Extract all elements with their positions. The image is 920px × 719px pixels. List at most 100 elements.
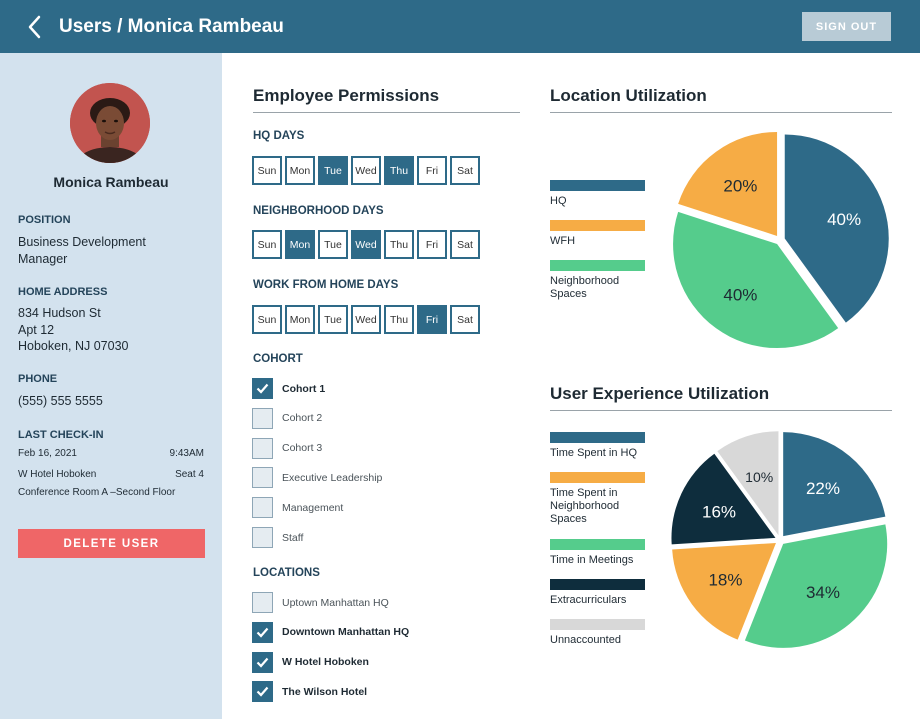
hq-day-sun-toggle[interactable]: Sun [252, 156, 282, 185]
cohort-checkbox-row[interactable]: Management [252, 497, 344, 519]
neighborhood-days-selector: Sun Mon Tue Wed Thu Fri Sat [252, 230, 480, 259]
checkin-time: 9:43AM [169, 448, 204, 459]
cohort-checkbox-row[interactable]: Staff [252, 527, 303, 548]
checkbox[interactable] [252, 467, 273, 489]
legend-swatch [550, 579, 645, 590]
location-checkbox-row[interactable]: Downtown Manhattan HQ [252, 621, 409, 643]
legend-swatch [550, 220, 645, 231]
legend-swatch [550, 472, 645, 483]
phone-label: PHONE [18, 373, 58, 385]
delete-user-button[interactable]: DELETE USER [18, 529, 205, 558]
legend-swatch [550, 260, 645, 271]
location-label: Uptown Manhattan HQ [282, 596, 389, 609]
neighborhood-day-thu-toggle[interactable]: Thu [384, 230, 414, 259]
wfh-day-tue-toggle[interactable]: Tue [318, 305, 348, 334]
hq-day-fri-toggle[interactable]: Fri [417, 156, 447, 185]
cohort-checkbox-row[interactable]: Executive Leadership [252, 467, 383, 489]
cohort-checkbox-row[interactable]: Cohort 2 [252, 407, 322, 429]
checkbox[interactable] [252, 681, 273, 703]
location-checkbox-row[interactable]: W Hotel Hoboken [252, 651, 369, 673]
cohort-label: COHORT [253, 353, 303, 365]
hq-day-thu-toggle[interactable]: Thu [384, 156, 414, 185]
neighborhood-day-wed-toggle[interactable]: Wed [351, 230, 381, 259]
last-checkin-label: LAST CHECK-IN [18, 429, 104, 441]
wfh-day-thu-toggle[interactable]: Thu [384, 305, 414, 334]
checkbox[interactable] [252, 621, 273, 643]
checkbox[interactable] [252, 407, 273, 429]
legend-label: Neighborhood Spaces [550, 275, 620, 300]
checkmark-icon [256, 687, 269, 698]
wfh-day-wed-toggle[interactable]: Wed [351, 305, 381, 334]
location-utilization-pie-chart: 40% 40% 20% [673, 131, 889, 349]
location-checkbox-row[interactable]: The Wilson Hotel [252, 681, 367, 703]
position-value: Business Development Manager [18, 234, 146, 267]
profile-sidebar: Monica Rambeau POSITION Business Develop… [0, 53, 222, 719]
cohort-checkbox-row[interactable]: Cohort 3 [252, 437, 323, 459]
back-chevron-icon[interactable] [24, 14, 48, 40]
legend-label: Time Spent in HQ [550, 447, 638, 459]
pie-slice [784, 134, 889, 323]
checkbox[interactable] [252, 497, 273, 519]
page-title: Users / Monica Rambeau [59, 16, 284, 37]
locations-label: LOCATIONS [253, 567, 320, 579]
location-checkbox-row[interactable]: Uptown Manhattan HQ [252, 592, 389, 613]
pie-value-label: 22% [806, 479, 840, 498]
legend-item: Extracurriculars [550, 579, 650, 607]
position-label: POSITION [18, 214, 71, 226]
user-name: Monica Rambeau [53, 174, 169, 190]
neighborhood-day-fri-toggle[interactable]: Fri [417, 230, 447, 259]
legend-label: Unnaccounted [550, 634, 621, 646]
wfh-day-fri-toggle[interactable]: Fri [417, 305, 447, 334]
checkbox[interactable] [252, 527, 273, 548]
hq-day-tue-toggle[interactable]: Tue [318, 156, 348, 185]
neighborhood-day-sun-toggle[interactable]: Sun [252, 230, 282, 259]
hq-day-mon-toggle[interactable]: Mon [285, 156, 315, 185]
cohort-label: Cohort 3 [282, 442, 323, 455]
wfh-day-sat-toggle[interactable]: Sat [450, 305, 480, 334]
neighborhood-day-tue-toggle[interactable]: Tue [318, 230, 348, 259]
user-experience-utilization-title: User Experience Utilization [550, 384, 892, 411]
checkbox[interactable] [252, 651, 273, 673]
sign-out-button[interactable]: SIGN OUT [802, 12, 891, 41]
cohort-checkbox-row[interactable]: Cohort 1 [252, 378, 325, 399]
checkbox[interactable] [252, 437, 273, 459]
user-portrait-icon [70, 83, 150, 163]
checkmark-icon [256, 657, 269, 668]
wfh-days-label: WORK FROM HOME DAYS [253, 279, 399, 291]
pie-value-label: 18% [708, 571, 742, 590]
legend-swatch [550, 539, 645, 550]
legend-item: WFH [550, 220, 650, 248]
hq-day-sat-toggle[interactable]: Sat [450, 156, 480, 185]
neighborhood-day-mon-toggle[interactable]: Mon [285, 230, 315, 259]
legend-item: Neighborhood Spaces [550, 260, 650, 301]
hq-days-selector: Sun Mon Tue Wed Thu Fri Sat [252, 156, 480, 185]
checkmark-icon [256, 383, 269, 394]
pie-value-label: 34% [806, 583, 840, 602]
wfh-day-mon-toggle[interactable]: Mon [285, 305, 315, 334]
home-address-label: HOME ADDRESS [18, 286, 108, 298]
hq-day-wed-toggle[interactable]: Wed [351, 156, 381, 185]
legend-swatch [550, 180, 645, 191]
address-line: 834 Hudson St [18, 306, 101, 320]
employee-permissions-title: Employee Permissions [253, 86, 520, 113]
legend-item: Unnaccounted [550, 619, 650, 647]
legend-label: Time in Meetings [550, 554, 634, 566]
checkbox[interactable] [252, 592, 273, 613]
cohort-label: Executive Leadership [282, 471, 383, 484]
legend-item: Time Spent in HQ [550, 432, 650, 460]
pie-value-label: 20% [723, 176, 757, 195]
checkbox[interactable] [252, 378, 273, 399]
cohort-label: Management [282, 501, 344, 514]
cohort-label: Cohort 1 [282, 382, 326, 395]
legend-item: Time in Meetings [550, 539, 650, 567]
pie-slice [671, 453, 776, 545]
wfh-day-sun-toggle[interactable]: Sun [252, 305, 282, 334]
pie-slice [783, 432, 886, 537]
checkin-seat: Seat 4 [175, 469, 204, 480]
checkin-date: Feb 16, 2021 [18, 448, 77, 459]
address-line: Apt 12 [18, 322, 55, 337]
neighborhood-day-sat-toggle[interactable]: Sat [450, 230, 480, 259]
location-label: W Hotel Hoboken [282, 656, 369, 669]
legend-label: WFH [550, 235, 576, 247]
phone-value: (555) 555 5555 [18, 394, 103, 408]
